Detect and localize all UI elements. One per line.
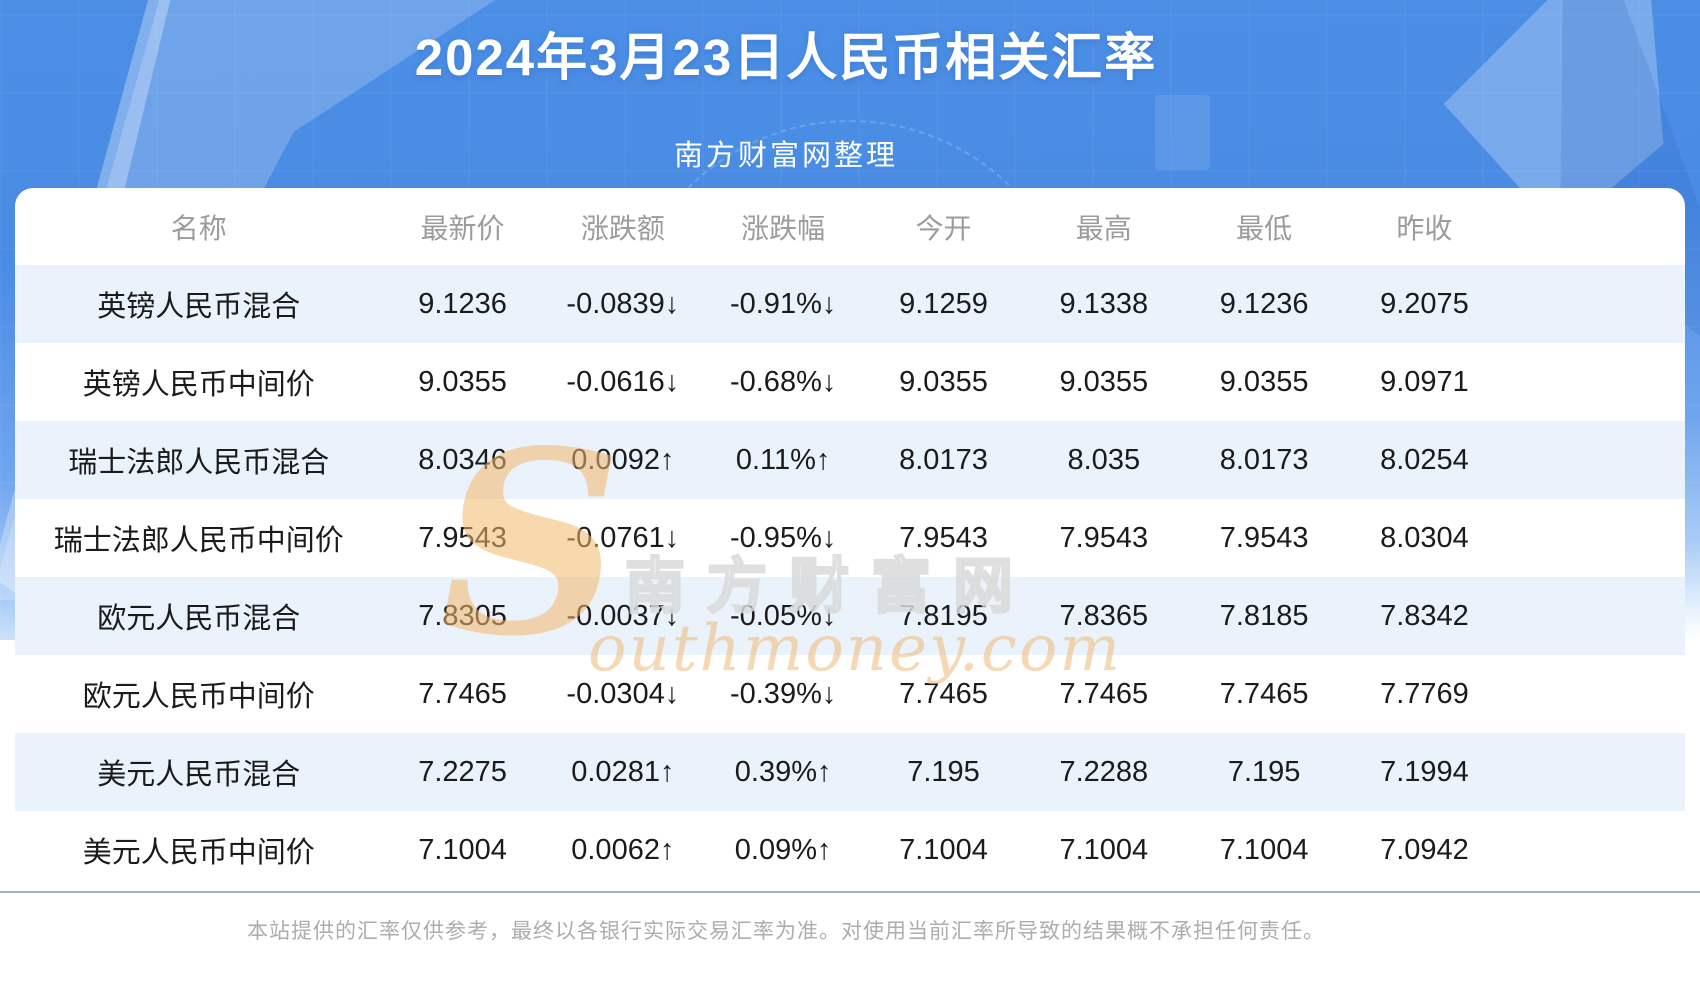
open-price-cell: 7.195 [907,755,980,788]
low-price-cell: 9.1236 [1219,287,1309,320]
low-price-cell: 9.0355 [1219,365,1309,398]
page-subtitle: 南方财富网整理 [673,140,898,172]
change-amount-cell: -0.0304↓ [566,677,680,710]
row-spacer-cell [1505,577,1685,655]
latest-price-cell: 7.2275 [418,755,507,788]
open-price-cell: 7.7465 [899,677,988,710]
change-percent-cell: -0.05%↓ [729,599,837,632]
table-row: 欧元人民币中间价 7.7465 -0.0304↓ -0.39%↓ 7.7465 … [15,655,1685,733]
column-header-prev-close: 昨收 [1396,212,1453,244]
latest-price-cell: 9.1236 [418,287,507,320]
table-row: 瑞士法郎人民币中间价 7.9543 -0.0761↓ -0.95%↓ 7.954… [15,499,1685,577]
table-row: 英镑人民币中间价 9.0355 -0.0616↓ -0.68%↓ 9.0355 … [15,343,1685,421]
latest-price-cell: 9.0355 [418,365,507,398]
row-spacer-cell [1505,811,1685,889]
change-percent-cell: 0.11%↑ [735,443,831,476]
change-percent-cell: 0.09%↑ [734,833,832,866]
change-percent-cell: 0.39%↑ [734,755,832,788]
low-price-cell: 7.9543 [1219,521,1309,554]
currency-pair-name: 美元人民币中间价 [82,837,315,869]
open-price-cell: 9.1259 [899,287,988,320]
change-amount-cell: -0.0616↓ [566,365,680,398]
high-price-cell: 7.9543 [1059,521,1149,554]
column-header-name: 名称 [170,212,227,244]
prev-close-cell: 9.2075 [1380,287,1469,320]
disclaimer-text: 本站提供的汇率仅供参考，最终以各银行实际交易汇率为准。对使用当前汇率所导致的结果… [247,920,1325,943]
change-percent-cell: -0.95%↓ [729,521,837,554]
open-price-cell: 7.8195 [899,599,988,632]
high-price-cell: 7.1004 [1059,833,1149,866]
row-spacer-cell [1505,265,1685,343]
low-price-cell: 7.7465 [1219,677,1309,710]
low-price-cell: 7.1004 [1219,833,1309,866]
currency-pair-name: 欧元人民币混合 [97,603,301,635]
table-row: 欧元人民币混合 7.8305 -0.0037↓ -0.05%↓ 7.8195 7… [15,577,1685,655]
change-percent-cell: -0.68%↓ [729,365,837,398]
row-spacer-cell [1505,343,1685,421]
open-price-cell: 7.1004 [899,833,988,866]
latest-price-cell: 7.7465 [418,677,507,710]
change-amount-cell: -0.0761↓ [566,521,680,554]
page-title: 2024年3月23日人民币相关汇率 [414,29,1158,86]
latest-price-cell: 8.0346 [418,443,507,476]
prev-close-cell: 7.7769 [1380,677,1469,710]
column-header-latest-price: 最新价 [420,212,505,244]
table-row: 美元人民币混合 7.2275 0.0281↑ 0.39%↑ 7.195 7.22… [15,733,1685,811]
page-header: 2024年3月23日人民币相关汇率 南方财富网整理 [0,0,1572,174]
change-percent-cell: -0.39%↓ [729,677,837,710]
rates-card: 名称 最新价 涨跌额 涨跌幅 今开 最高 最低 昨收 英镑人民币混合 9.123… [15,188,1685,890]
currency-pair-name: 瑞士法郎人民币中间价 [53,525,344,557]
hero-candlestick-shape [1155,95,1210,170]
table-row: 美元人民币中间价 7.1004 0.0062↑ 0.09%↑ 7.1004 7.… [15,811,1685,889]
low-price-cell: 7.8185 [1219,599,1309,632]
prev-close-cell: 8.0304 [1380,521,1469,554]
column-header-high: 最高 [1075,212,1132,244]
currency-pair-name: 英镑人民币中间价 [82,369,315,401]
prev-close-cell: 7.8342 [1380,599,1469,632]
open-price-cell: 8.0173 [899,443,988,476]
high-price-cell: 7.8365 [1059,599,1149,632]
column-header-change-percent: 涨跌幅 [741,212,826,244]
change-percent-cell: -0.91%↓ [729,287,837,320]
high-price-cell: 9.0355 [1059,365,1149,398]
currency-pair-name: 欧元人民币中间价 [82,681,315,713]
column-header-spacer [1505,188,1685,265]
column-header-change-amount: 涨跌额 [580,212,665,244]
high-price-cell: 8.035 [1067,443,1141,476]
table-row: 瑞士法郎人民币混合 8.0346 0.0092↑ 0.11%↑ 8.0173 8… [15,421,1685,499]
high-price-cell: 7.2288 [1059,755,1149,788]
change-amount-cell: 0.0281↑ [571,755,675,788]
footer-divider [0,891,1700,893]
rates-table: 名称 最新价 涨跌额 涨跌幅 今开 最高 最低 昨收 英镑人民币混合 9.123… [15,188,1685,889]
open-price-cell: 9.0355 [899,365,988,398]
row-spacer-cell [1505,733,1685,811]
column-header-low: 最低 [1236,212,1293,244]
latest-price-cell: 7.8305 [418,599,507,632]
row-spacer-cell [1505,421,1685,499]
open-price-cell: 7.9543 [899,521,988,554]
prev-close-cell: 9.0971 [1380,365,1469,398]
row-spacer-cell [1505,655,1685,733]
change-amount-cell: -0.0037↓ [566,599,680,632]
prev-close-cell: 8.0254 [1380,443,1469,476]
latest-price-cell: 7.9543 [418,521,507,554]
currency-pair-name: 英镑人民币混合 [97,291,301,323]
low-price-cell: 7.195 [1227,755,1301,788]
table-header-row: 名称 最新价 涨跌额 涨跌幅 今开 最高 最低 昨收 [15,188,1685,265]
change-amount-cell: 0.0062↑ [571,833,675,866]
prev-close-cell: 7.1994 [1380,755,1469,788]
change-amount-cell: 0.0092↑ [571,443,675,476]
row-spacer-cell [1505,499,1685,577]
latest-price-cell: 7.1004 [418,833,507,866]
prev-close-cell: 7.0942 [1380,833,1469,866]
column-header-open: 今开 [915,212,972,244]
high-price-cell: 7.7465 [1059,677,1149,710]
change-amount-cell: -0.0839↓ [566,287,680,320]
table-row: 英镑人民币混合 9.1236 -0.0839↓ -0.91%↓ 9.1259 9… [15,265,1685,343]
high-price-cell: 9.1338 [1059,287,1149,320]
low-price-cell: 8.0173 [1219,443,1309,476]
currency-pair-name: 瑞士法郎人民币混合 [68,447,330,479]
currency-pair-name: 美元人民币混合 [97,759,301,791]
